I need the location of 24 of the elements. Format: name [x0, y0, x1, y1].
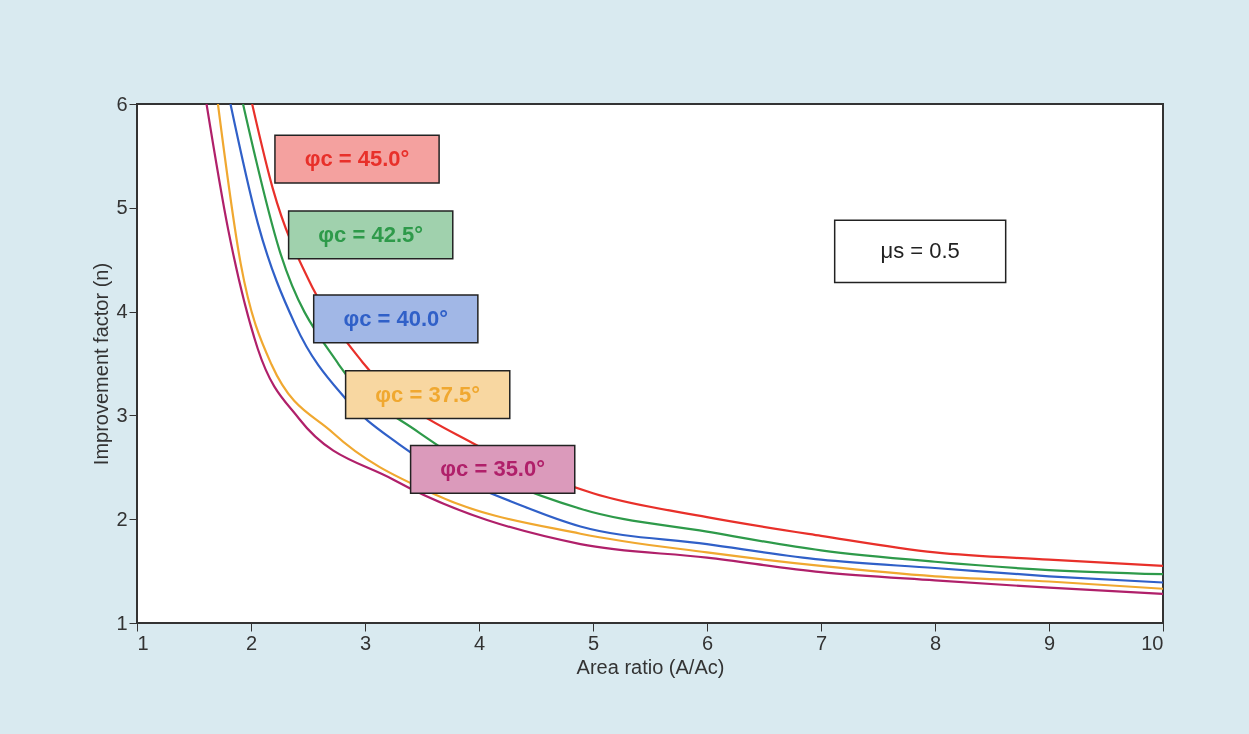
text: φc = 37.5° — [375, 381, 481, 407]
x-tick-label: 10 — [1141, 631, 1164, 654]
series-label: φc = 40.0° — [343, 305, 449, 331]
series-label: φc = 35.0° — [440, 456, 546, 482]
series-label: φc = 45.0° — [304, 146, 410, 172]
y-tick-label: 3 — [116, 403, 128, 426]
y-tick-label: 1 — [116, 611, 128, 634]
x-tick-label: 9 — [1043, 631, 1056, 654]
x-tick-label: 5 — [587, 631, 600, 654]
x-axis-title: Area ratio (A/Ac) — [576, 655, 725, 678]
x-tick-label: 8 — [929, 631, 942, 654]
x-tick-label: 2 — [245, 631, 258, 654]
series-label: φc = 42.5° — [318, 221, 424, 247]
y-axis-title: Improvement factor (n) — [90, 262, 113, 466]
annotation: μs = 0.5 — [880, 238, 960, 264]
x-tick-label: 6 — [701, 631, 714, 654]
y-tick-label: 2 — [116, 507, 128, 530]
x-tick-label: 3 — [359, 631, 372, 654]
x-tick-label: 7 — [815, 631, 828, 654]
x-tick-label: 4 — [473, 631, 486, 654]
y-tick-label: 5 — [116, 196, 128, 219]
y-tick-label: 4 — [116, 300, 128, 323]
y-tick-label: 6 — [116, 92, 128, 115]
x-tick-label: 1 — [137, 631, 149, 654]
